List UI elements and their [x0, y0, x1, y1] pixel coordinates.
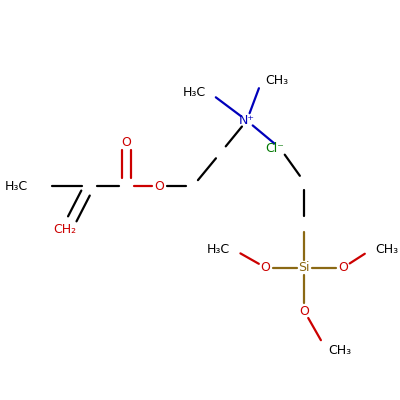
Text: Si: Si [299, 261, 310, 274]
Text: CH₃: CH₃ [328, 344, 352, 358]
Text: O: O [121, 136, 131, 149]
Text: H₃C: H₃C [5, 180, 28, 192]
Text: Cl⁻: Cl⁻ [265, 142, 284, 155]
Text: O: O [260, 261, 270, 274]
Text: CH₃: CH₃ [375, 243, 398, 256]
Text: CH₃: CH₃ [265, 74, 288, 87]
Text: H₃C: H₃C [183, 86, 206, 99]
Text: CH₂: CH₂ [54, 223, 76, 236]
Text: O: O [300, 305, 309, 318]
Text: O: O [155, 180, 164, 192]
Text: N⁺: N⁺ [239, 114, 255, 127]
Text: O: O [338, 261, 348, 274]
Text: H₃C: H₃C [207, 243, 230, 256]
